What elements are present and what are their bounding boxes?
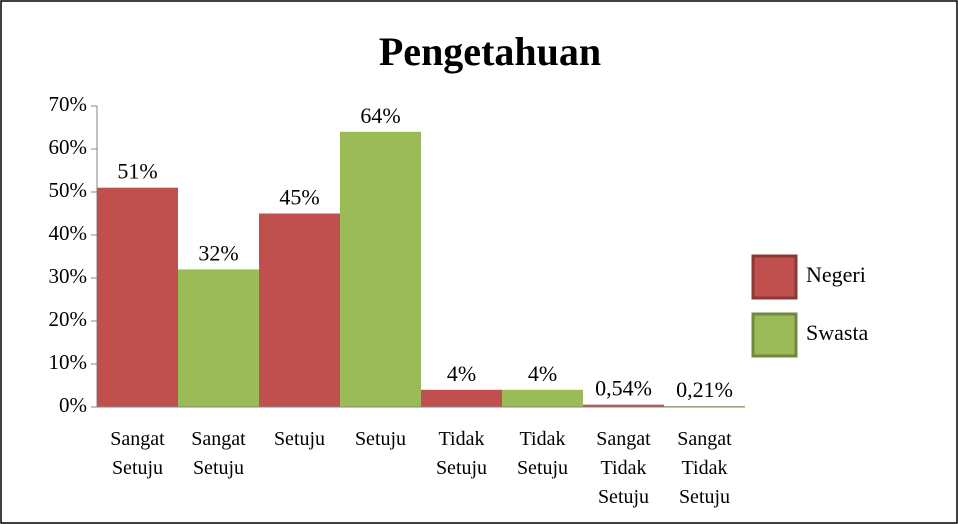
- data-label: 0,21%: [676, 377, 733, 402]
- data-label: 51%: [117, 159, 157, 184]
- x-tick-label: Setuju: [273, 428, 326, 450]
- data-label: 64%: [360, 103, 400, 128]
- x-tick-label: Sangat Tidak Setuju: [677, 428, 732, 508]
- data-label: 32%: [198, 240, 238, 265]
- bar: [178, 269, 259, 407]
- x-tick-label: Sangat Setuju: [191, 428, 246, 479]
- bar: [583, 404, 664, 407]
- legend-label: Negeri: [806, 262, 866, 287]
- y-tick-label: 50%: [49, 178, 88, 202]
- x-tick-label: Sangat Tidak Setuju: [596, 428, 651, 508]
- data-label: 4%: [447, 361, 476, 386]
- bar: [340, 131, 421, 408]
- legend-swatch: [751, 312, 798, 358]
- y-tick-label: 30%: [49, 264, 88, 288]
- x-tick-label: Setuju: [354, 428, 407, 450]
- y-tick-label: 40%: [49, 221, 88, 245]
- bar: [97, 187, 178, 407]
- bar: [502, 389, 583, 407]
- y-tick-label: 20%: [49, 307, 88, 331]
- y-tick-label: 70%: [49, 92, 88, 116]
- y-tick-label: 0%: [59, 393, 87, 417]
- x-tick-label: Tidak Setuju: [435, 428, 488, 479]
- y-tick-label: 10%: [49, 350, 88, 374]
- legend-label: Swasta: [806, 320, 869, 345]
- bar: [259, 213, 340, 407]
- legend-swatch: [751, 254, 798, 300]
- data-label: 4%: [528, 361, 557, 386]
- x-tick-label: Tidak Setuju: [516, 428, 569, 479]
- data-label: 45%: [279, 185, 319, 210]
- chart-title: Pengetahuan: [379, 29, 601, 74]
- data-label: 0,54%: [595, 376, 652, 401]
- bar: [421, 389, 502, 407]
- y-tick-label: 60%: [49, 135, 88, 159]
- x-tick-label: Sangat Setuju: [110, 428, 165, 479]
